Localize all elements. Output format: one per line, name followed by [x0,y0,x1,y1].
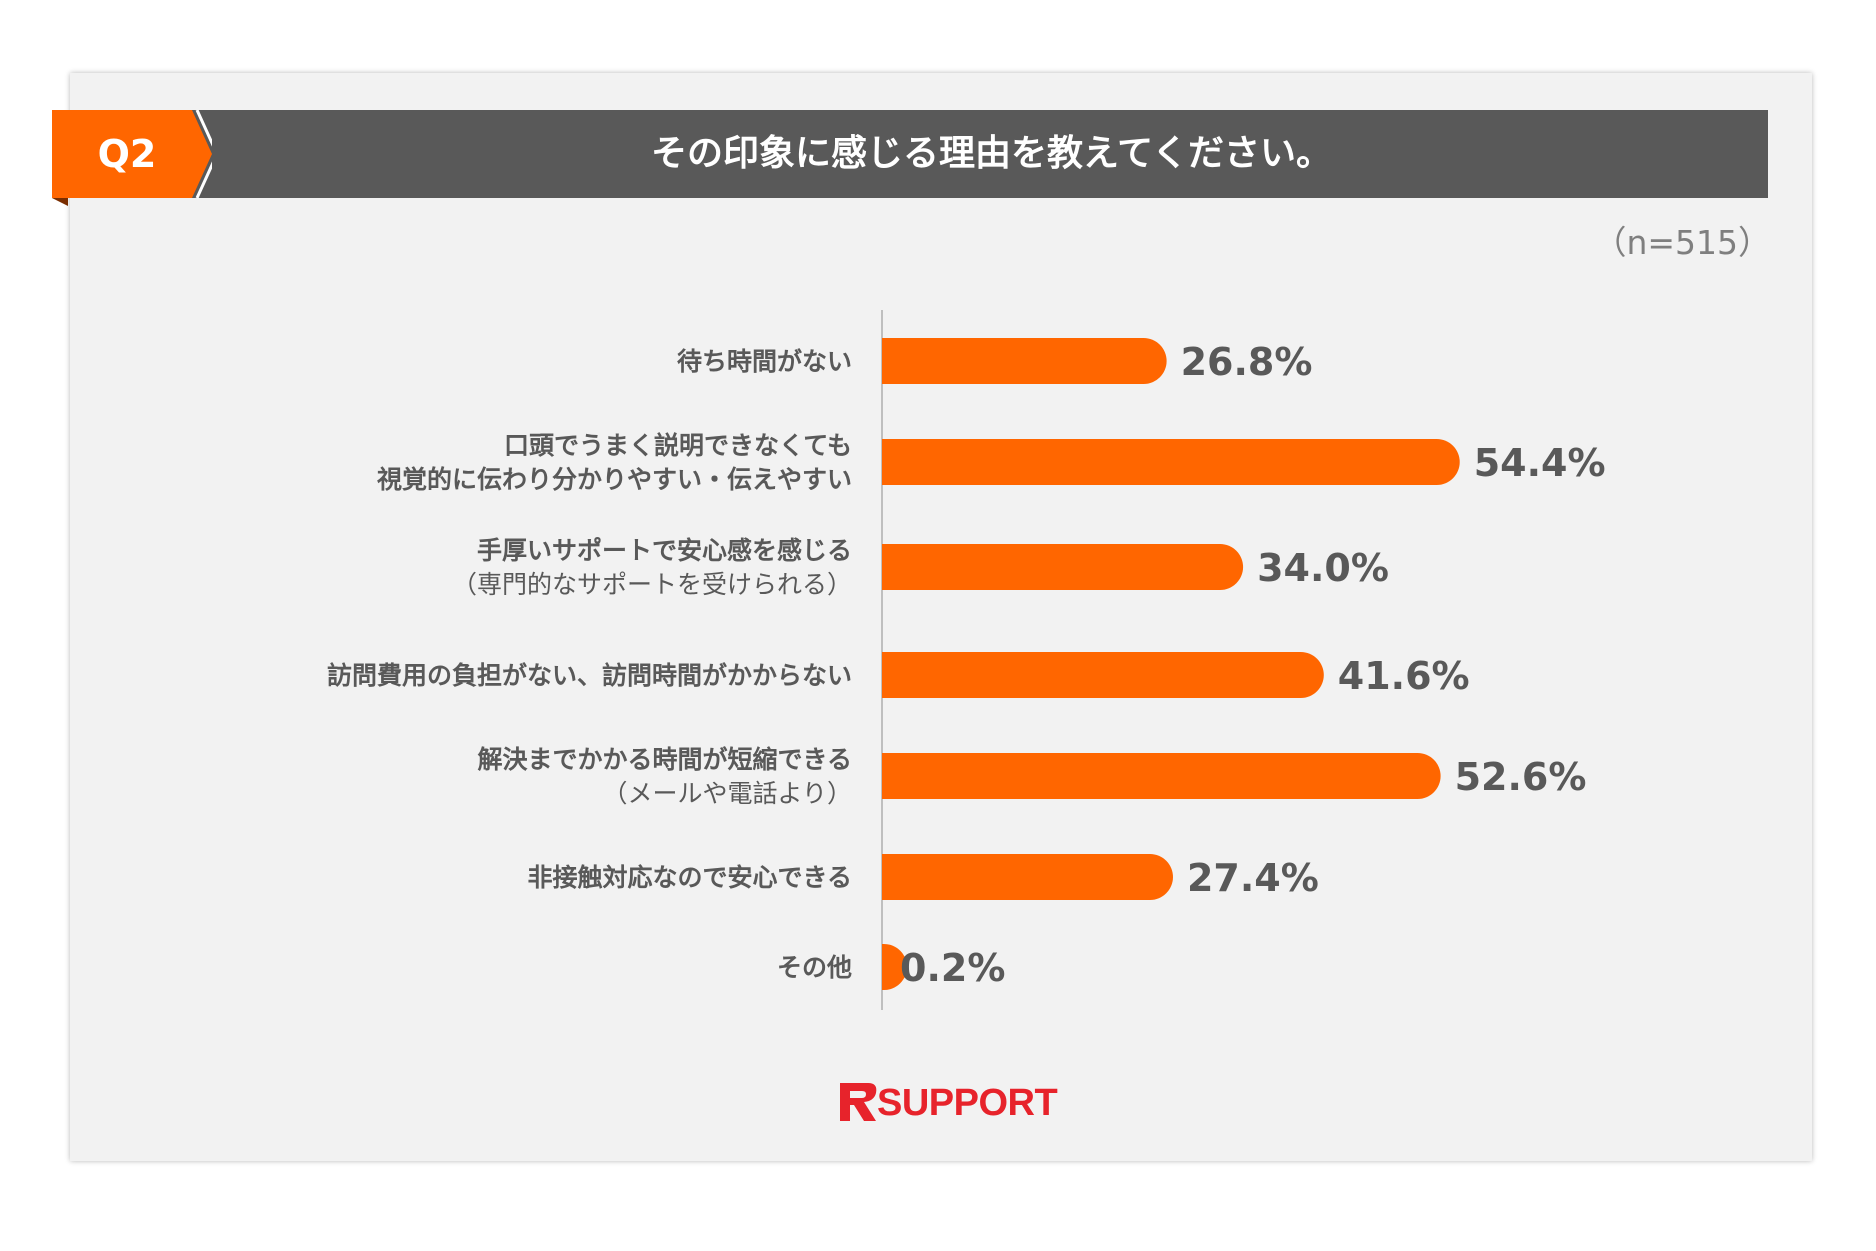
category-label-0-0: 待ち時間がない [677,347,852,376]
question-number: Q2 [97,132,157,176]
question-tab [52,110,212,206]
sample-size: （n=515） [1593,223,1771,262]
category-label-1-1: 視覚的に伝わり分かりやすい・伝えやすい [377,465,852,494]
bar-4 [882,753,1441,799]
category-label-2-0: 手厚いサポートで安心感を感じる [477,536,852,565]
header-bar [52,110,1768,198]
chart-card [70,73,1812,1161]
category-label-5-0: 非接触対応なので安心できる [527,863,852,892]
category-label-2-1: （専門的なサポートを受けられる） [452,570,852,599]
value-label-0: 26.8% [1181,340,1313,384]
bar-1 [882,439,1460,485]
bar-5 [882,854,1173,900]
r-logo-icon [840,1083,877,1121]
bar-2 [882,544,1244,590]
value-label-4: 52.6% [1455,755,1587,799]
category-label-4-0: 解決までかかる時間が短縮できる [477,745,852,774]
bar-6 [882,944,907,990]
question-title: その印象に感じる理由を教えてください。 [650,133,1333,174]
category-label-1-0: 口頭でうまく説明できなくても [504,431,852,460]
value-label-1: 54.4% [1474,441,1606,485]
bar-0 [882,338,1167,384]
category-label-3-0: 訪問費用の負担がない、訪問時間がかからない [327,661,852,690]
value-label-2: 34.0% [1257,546,1389,590]
category-label-4-1: （メールや電話より） [602,779,852,808]
logo-text: SUPPORT [877,1082,1058,1124]
value-label-6: 0.2% [900,946,1005,990]
bar-3 [882,652,1324,698]
value-label-5: 27.4% [1187,856,1319,900]
category-label-6-0: その他 [777,953,852,982]
value-label-3: 41.6% [1338,654,1470,698]
